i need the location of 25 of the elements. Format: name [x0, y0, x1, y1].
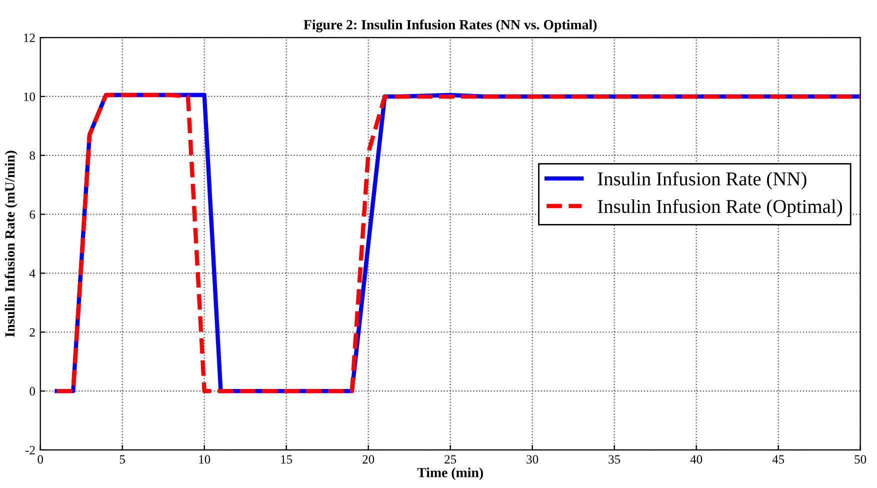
y-tick-label: 4	[29, 269, 36, 278]
y-tick-label: 2	[30, 328, 35, 336]
x-tick-label: 5	[120, 455, 125, 464]
x-tick-label: 50	[854, 455, 866, 464]
chart-title: Figure 2: Insulin Infusion Rates (NN vs. Optimal)	[304, 19, 597, 32]
x-tick-label: 35	[608, 455, 620, 464]
y-tick-label: 6	[30, 210, 36, 219]
line-series	[54, 92, 860, 394]
x-tick-label: 45	[772, 455, 784, 464]
x-tick-label: 40	[690, 455, 702, 464]
x-tick-label: 20	[362, 455, 374, 464]
x-tick-label: 0	[38, 455, 43, 464]
y-tick-label: 8	[30, 151, 36, 160]
x-tick-label: 25	[444, 455, 456, 464]
y-tick-label: 10	[24, 92, 36, 101]
y-axis-title: Insulin Infusion Rate (mU/min)	[4, 150, 18, 337]
legend-label: Insulin Infusion Rate (Optimal)	[598, 199, 842, 217]
x-tick-label: 15	[281, 455, 292, 464]
y-tick-label: -2	[26, 446, 35, 454]
y-tick-label: 12	[24, 34, 35, 42]
legend-label: Insulin Infusion Rate (NN)	[598, 172, 806, 190]
x-tick-label: 10	[199, 455, 210, 464]
y-tick-label: 0	[30, 387, 36, 396]
x-tick-label: 30	[526, 455, 538, 464]
x-axis-title: Time (min)	[417, 468, 483, 480]
